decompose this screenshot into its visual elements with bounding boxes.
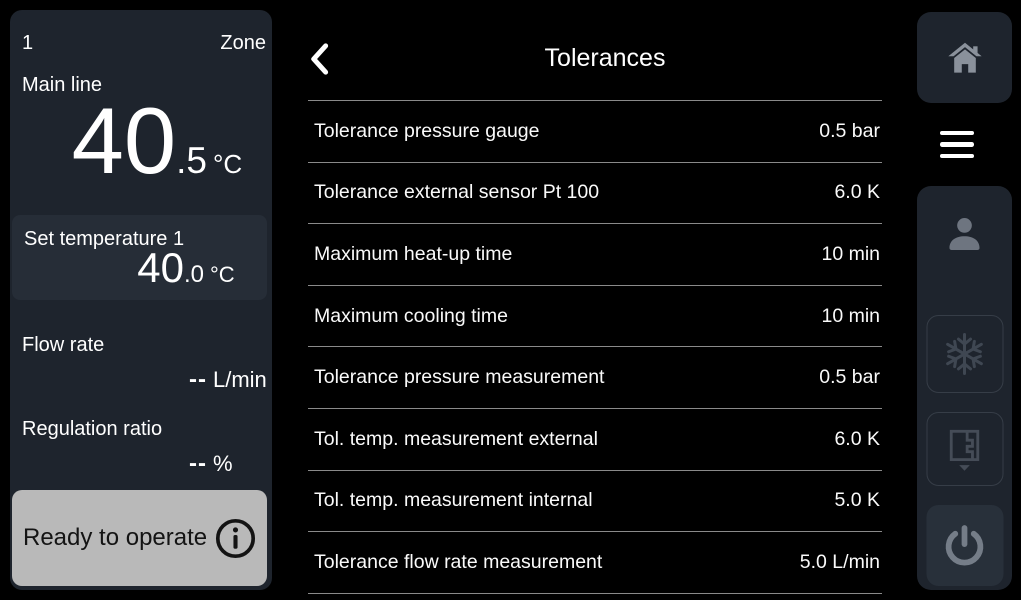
page-title: Tolerances (544, 44, 666, 72)
set-temp-fraction: .0 (183, 261, 204, 288)
list-item[interactable]: Tolerance flow rate measurement 5.0 L/mi… (308, 532, 882, 594)
regulation-ratio-label: Regulation ratio (22, 418, 163, 440)
snowflake-icon (943, 333, 986, 375)
side-toolbar (901, 12, 1012, 590)
power-icon (945, 524, 984, 565)
row-label: Tolerance pressure measurement (314, 366, 605, 389)
flow-rate-value-row: -- L/min (10, 366, 270, 394)
flow-rate-label: Flow rate (22, 334, 105, 356)
flow-rate-value: -- (189, 366, 207, 393)
row-label: Tolerance external sensor Pt 100 (314, 181, 600, 204)
list-item[interactable]: Tolerance external sensor Pt 100 6.0 K (308, 163, 882, 225)
zone-label: Zone (220, 32, 266, 54)
home-button[interactable] (926, 28, 1003, 88)
row-label: Maximum cooling time (314, 304, 508, 327)
main-temp-unit: °C (213, 149, 243, 179)
mold-button[interactable] (926, 412, 1003, 486)
list-item[interactable]: Tol. temp. measurement external 6.0 K (308, 409, 882, 471)
regulation-ratio-unit: % (213, 451, 233, 476)
zone-header: 1 Zone (22, 32, 266, 55)
tolerances-list: Tolerance pressure gauge 0.5 bar Toleran… (308, 100, 882, 594)
row-value: 0.5 bar (819, 366, 880, 389)
user-button[interactable] (926, 208, 1003, 260)
main-line-label: Main line (22, 74, 103, 96)
row-value: 6.0 K (834, 427, 880, 450)
row-value: 5.0 K (834, 489, 880, 512)
menu-button[interactable] (901, 103, 1012, 186)
row-label: Tolerance pressure gauge (314, 119, 540, 142)
main-temp-integer: 40 (71, 88, 177, 193)
row-label: Maximum heat-up time (314, 242, 513, 265)
set-temperature-tile[interactable]: Set temperature 1 40 .0 °C (12, 215, 267, 300)
row-label: Tol. temp. measurement internal (314, 489, 593, 512)
mold-icon (949, 429, 980, 471)
toolbar-bottom-segment (917, 186, 1012, 590)
zone-panel: 1 Zone Main line 40 .5 °C Set temperatur… (10, 10, 272, 590)
regulation-ratio-value-row: -- % (10, 450, 270, 478)
list-item[interactable]: Tolerance pressure gauge 0.5 bar (308, 101, 882, 163)
list-item[interactable]: Maximum heat-up time 10 min (308, 224, 882, 286)
main-temp-fraction: .5 (176, 140, 207, 181)
main-line-temperature: 40 .5 °C (10, 94, 270, 188)
status-button[interactable]: Ready to operate (12, 490, 267, 586)
set-temperature-value: 40 .0 °C (12, 247, 267, 289)
set-temp-integer: 40 (137, 244, 184, 291)
info-icon[interactable] (213, 516, 258, 561)
home-icon (947, 42, 982, 73)
cooling-button[interactable] (926, 315, 1003, 393)
row-value: 5.0 L/min (799, 550, 880, 573)
list-item[interactable]: Tol. temp. measurement internal 5.0 K (308, 471, 882, 533)
status-label: Ready to operate (23, 524, 208, 551)
zone-number: 1 (22, 32, 34, 54)
chevron-left-icon (311, 43, 329, 75)
list-item[interactable]: Tolerance pressure measurement 0.5 bar (308, 347, 882, 409)
set-temp-unit: °C (210, 262, 235, 287)
flow-rate-unit: L/min (213, 367, 267, 392)
row-value: 6.0 K (834, 181, 880, 204)
list-item[interactable]: Maximum cooling time 10 min (308, 286, 882, 348)
row-value: 0.5 bar (819, 119, 880, 142)
regulation-ratio-value: -- (189, 450, 207, 477)
row-value: 10 min (821, 242, 880, 265)
row-label: Tol. temp. measurement external (314, 427, 598, 450)
set-temperature-label: Set temperature 1 (24, 228, 185, 250)
row-label: Tolerance flow rate measurement (314, 550, 603, 573)
menu-icon (939, 130, 974, 136)
toolbar-top-segment (917, 12, 1012, 103)
row-value: 10 min (821, 304, 880, 327)
power-button[interactable] (926, 505, 1003, 586)
back-button[interactable] (305, 38, 345, 80)
user-icon (949, 218, 980, 250)
